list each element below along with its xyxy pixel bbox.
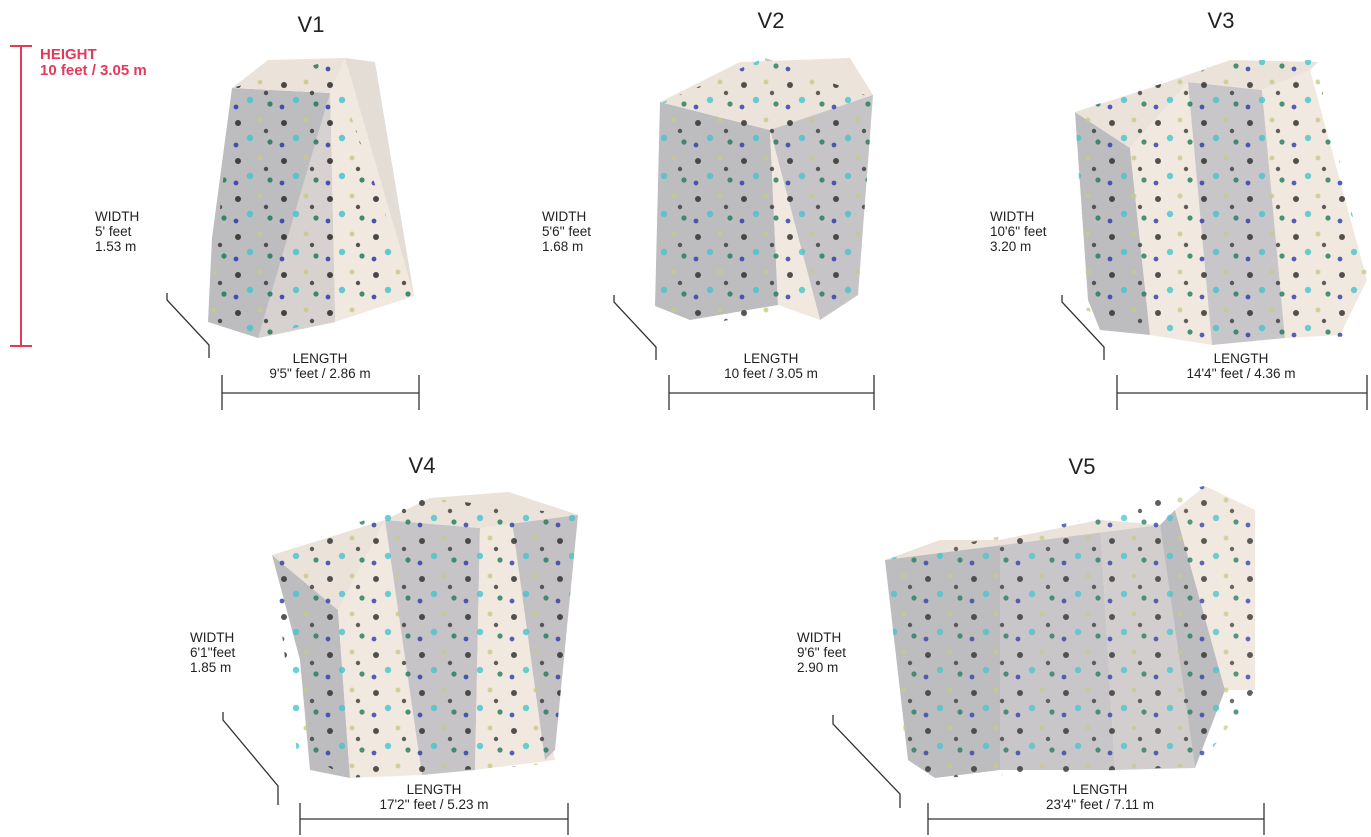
length-label: LENGTH	[292, 351, 348, 366]
length-value: 10 feet / 3.05 m	[724, 366, 818, 381]
width-feet: 9'6'' feet	[797, 645, 847, 660]
wall-v1	[208, 58, 414, 338]
length-value: 17'2'' feet / 5.23 m	[379, 797, 489, 812]
length-label: LENGTH	[406, 782, 462, 797]
width-label: WIDTH	[95, 209, 140, 224]
width-label: WIDTH	[797, 630, 842, 645]
width-feet: 6'1''feet	[190, 645, 236, 660]
length-block-v4: LENGTH 17'2'' feet / 5.23 m	[324, 782, 544, 812]
length-block-v5: LENGTH 23'4'' feet / 7.11 m	[990, 782, 1210, 812]
width-meters: 1.68 m	[542, 239, 584, 254]
length-label: LENGTH	[1072, 782, 1128, 797]
width-label: WIDTH	[190, 630, 235, 645]
width-label: WIDTH	[542, 209, 587, 224]
wall-v4	[272, 492, 578, 778]
wall-title-v5: V5	[1068, 454, 1096, 479]
width-meters: 2.90 m	[797, 660, 839, 675]
width-block-v4: WIDTH 6'1''feet 1.85 m	[190, 630, 235, 675]
wall-title-v1: V1	[297, 12, 325, 37]
length-value: 14'4'' feet / 4.36 m	[1186, 366, 1296, 381]
height-label: HEIGHT	[40, 46, 97, 63]
dimension-lines	[166, 293, 1368, 835]
length-block-v1: LENGTH 9'5" feet / 2.86 m	[210, 351, 430, 381]
length-value: 9'5" feet / 2.86 m	[269, 366, 371, 381]
length-label: LENGTH	[743, 351, 799, 366]
width-feet: 10'6'' feet	[990, 224, 1047, 239]
width-block-v1: WIDTH 5' feet 1.53 m	[95, 209, 139, 254]
width-meters: 3.20 m	[990, 239, 1032, 254]
length-label: LENGTH	[1213, 351, 1269, 366]
width-label: WIDTH	[990, 209, 1035, 224]
width-feet: 5'6'' feet	[542, 224, 592, 239]
width-meters: 1.53 m	[95, 239, 137, 254]
width-block-v5: WIDTH 9'6'' feet 2.90 m	[797, 630, 846, 675]
wall-title-v2: V2	[757, 8, 785, 33]
width-block-v3: WIDTH 10'6'' feet 3.20 m	[990, 209, 1047, 254]
width-feet: 5' feet	[95, 224, 132, 239]
wall-title-v4: V4	[408, 453, 436, 478]
wall-v2	[655, 58, 873, 325]
width-block-v2: WIDTH 5'6'' feet 1.68 m	[542, 209, 591, 254]
wall-title-v3: V3	[1207, 8, 1235, 33]
length-block-v3: LENGTH 14'4'' feet / 4.36 m	[1131, 351, 1351, 381]
wall-v5	[885, 486, 1255, 778]
length-value: 23'4'' feet / 7.11 m	[1045, 797, 1155, 812]
length-block-v2: LENGTH 10 feet / 3.05 m	[661, 351, 881, 381]
width-meters: 1.85 m	[190, 660, 232, 675]
height-value: 10 feet / 3.05 m	[40, 62, 147, 79]
wall-v3	[1075, 60, 1367, 345]
